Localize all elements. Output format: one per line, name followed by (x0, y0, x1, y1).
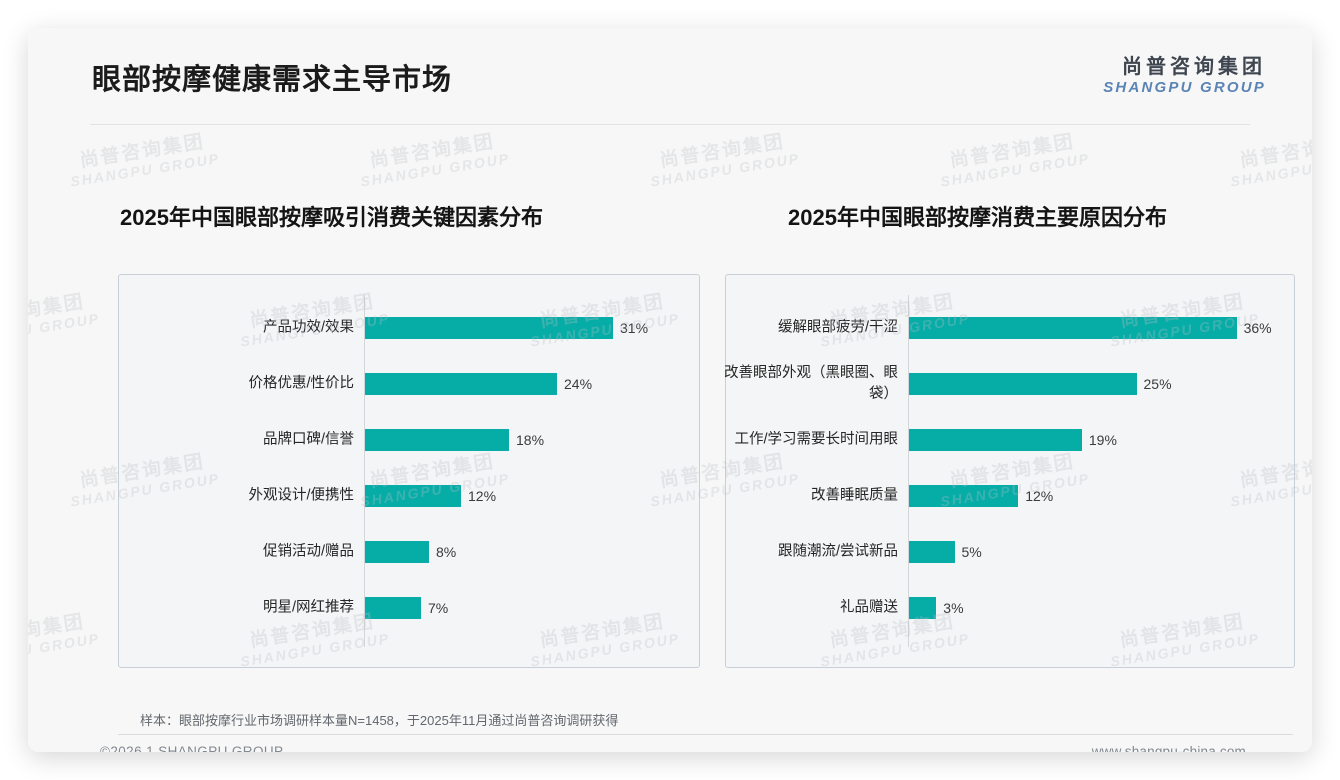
brand-name-en: SHANGPU GROUP (1103, 79, 1266, 97)
chart-bar-row: 明星/网红推荐 7% (119, 595, 699, 621)
chart-bar-row: 价格优惠/性价比 24% (119, 371, 699, 397)
chart-axis-left (364, 295, 365, 647)
sample-footnote: 样本：眼部按摩行业市场调研样本量N=1458，于2025年11月通过尚普咨询调研… (140, 713, 619, 728)
bar-value-label: 3% (943, 600, 964, 616)
bar (365, 429, 509, 451)
chart-bar-row: 产品功效/效果 31% (119, 315, 699, 341)
chart-rows-left: 产品功效/效果 31% 价格优惠/性价比 24% 品牌口碑/信誉 18% 外观设计/便携性 1… (119, 275, 699, 667)
chart-bar-row: 外观设计/便携性 12% (119, 483, 699, 509)
bar-value-label: 24% (564, 376, 593, 392)
bar-category-label: 明星/网红推荐 (262, 599, 354, 616)
chart-panel-right: 缓解眼部疲劳/干涩 36% 改善眼部外观（黑眼圈、眼袋） 25% 工作/学习需要长时间用… (724, 274, 1295, 668)
chart-bar-row: 品牌口碑/信誉 18% (119, 427, 699, 453)
chart-bar-row: 促销活动/赠品 8% (119, 539, 699, 565)
header-divider (90, 124, 1250, 125)
bar (909, 373, 1137, 395)
chart-title-right: 2025年中国眼部按摩消费主要原因分布 (788, 205, 1167, 230)
chart-bar-row: 改善睡眠质量 12% (726, 483, 1294, 509)
bar-value-label: 18% (516, 432, 545, 448)
bar-value-label: 36% (1243, 320, 1272, 336)
bar-value-label: 8% (436, 544, 457, 560)
bar-value-label: 12% (1025, 488, 1054, 504)
bar (365, 317, 613, 339)
bar-category-label: 产品功效/效果 (262, 319, 354, 336)
bar-value-label: 19% (1088, 432, 1117, 448)
bar (365, 373, 557, 395)
bar-category-label: 改善眼部外观（黑眼圈、眼袋） (724, 364, 898, 402)
page-title: 眼部按摩健康需求主导市场 (92, 64, 453, 96)
bar-category-label: 促销活动/赠品 (262, 543, 354, 560)
bar-category-label: 外观设计/便携性 (248, 487, 354, 504)
bar (909, 317, 1237, 339)
slide-header: 眼部按摩健康需求主导市场 尚普咨询集团 SHANGPU GROUP (28, 28, 1312, 124)
bar (365, 597, 421, 619)
footer-divider (118, 734, 1293, 735)
bar-category-label: 价格优惠/性价比 (248, 375, 354, 392)
bar-category-label: 改善睡眠质量 (811, 487, 898, 504)
bar (365, 541, 429, 563)
website-link[interactable]: www.shangpu-china.com (1091, 744, 1246, 752)
brand-name-cn: 尚普咨询集团 (1122, 56, 1266, 78)
chart-bar-row: 缓解眼部疲劳/干涩 36% (726, 315, 1294, 341)
bar (909, 597, 937, 619)
bar-category-label: 工作/学习需要长时间用眼 (734, 431, 898, 448)
bar-category-label: 缓解眼部疲劳/干涩 (777, 319, 898, 336)
brand-logo: 尚普咨询集团 SHANGPU GROUP (1103, 56, 1266, 97)
bar-value-label: 7% (428, 600, 449, 616)
chart-axis-right (908, 295, 909, 647)
chart-title-left: 2025年中国眼部按摩吸引消费关键因素分布 (120, 205, 543, 230)
bar-category-label: 礼品赠送 (840, 599, 898, 616)
bar (909, 429, 1082, 451)
copyright-text: ©2026.1 SHANGPU GROUP (100, 744, 284, 752)
bar (909, 485, 1019, 507)
bar (365, 485, 461, 507)
bar-category-label: 跟随潮流/尝试新品 (777, 543, 898, 560)
chart-bar-row: 工作/学习需要长时间用眼 19% (726, 427, 1294, 453)
chart-bar-row: 跟随潮流/尝试新品 5% (726, 539, 1294, 565)
chart-bar-row: 改善眼部外观（黑眼圈、眼袋） 25% (724, 365, 1294, 402)
bar-value-label: 5% (961, 544, 982, 560)
chart-panel-left: 产品功效/效果 31% 价格优惠/性价比 24% 品牌口碑/信誉 18% 外观设计/便携性 1… (118, 274, 700, 668)
chart-bar-row: 礼品赠送 3% (726, 595, 1294, 621)
bar-value-label: 25% (1143, 376, 1172, 392)
chart-rows-right: 缓解眼部疲劳/干涩 36% 改善眼部外观（黑眼圈、眼袋） 25% 工作/学习需要长时间用… (724, 275, 1294, 667)
bar-value-label: 12% (468, 488, 497, 504)
bar-category-label: 品牌口碑/信誉 (262, 431, 354, 448)
bar-value-label: 31% (620, 320, 649, 336)
slide-canvas: 眼部按摩健康需求主导市场 尚普咨询集团 SHANGPU GROUP 2025年中… (28, 28, 1312, 752)
bar (909, 541, 955, 563)
